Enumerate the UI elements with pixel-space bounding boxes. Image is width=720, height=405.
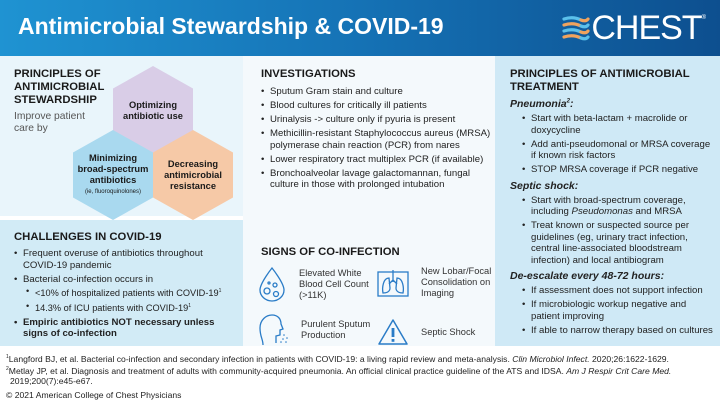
list-item: Start with broad-spectrum coverage, incl… [522, 195, 715, 218]
sign-septic-shock: Septic Shock [377, 318, 481, 346]
item-text: 14.3% of ICU patients with COVID-19 [35, 302, 189, 313]
sign-wbc: Elevated White Blood Cell Count (>11K) [257, 266, 379, 302]
reference-2: 2Metlay JP, et al. Diagnosis and treatme… [6, 364, 716, 386]
list-item: <10% of hospitalized patients with COVID… [26, 286, 236, 300]
list-item: Add anti-pseudomonal or MRSA coverage if… [522, 139, 715, 162]
ref-journal: Clin Microbiol Infect. [512, 353, 590, 364]
ref-tail: 2020;26:1622-1629. [589, 353, 669, 364]
treatment-panel: PRINCIPLES OF ANTIMICROBIAL TREATMENT Pn… [495, 56, 720, 346]
header: Antimicrobial Stewardship & COVID-19 CHE… [0, 0, 720, 56]
hexagon-label: Optimizing antibiotic use [123, 100, 183, 121]
chest-logo: CHEST ® [561, 9, 706, 48]
septic-heading: Septic shock: [510, 179, 579, 192]
list-item: 14.3% of ICU patients with COVID-191 [26, 301, 236, 315]
item-text: Start with broad-spectrum coverage, incl… [531, 194, 686, 218]
blood-drop-icon [259, 266, 285, 302]
footnote-ref: 1 [188, 302, 191, 309]
pneumonia-label: Pneumonia [510, 98, 567, 110]
hexagon-label: Decreasing antimicrobial resistance [164, 158, 222, 191]
list-item: Methicillin-resistant Staphylococcus aur… [261, 128, 491, 151]
signs-heading: SIGNS OF CO-INFECTION [261, 246, 400, 258]
stewardship-panel: PRINCIPLES OF ANTIMICROBIAL STEWARDSHIP … [0, 56, 243, 220]
footnote-ref: 1 [218, 288, 222, 294]
list-item: Frequent overuse of antibiotics througho… [14, 248, 236, 271]
stewardship-subtitle: Improve patient care by [14, 111, 85, 134]
footnote-ref: 2 [566, 98, 570, 105]
ref-number: 2 [6, 366, 9, 373]
lungs-icon [377, 269, 409, 297]
list-item: Urinalysis -> culture only if pyuria is … [261, 114, 491, 126]
item-text: and MRSA [632, 206, 682, 217]
page-title: Antimicrobial Stewardship & COVID-19 [18, 13, 444, 39]
stewardship-heading: PRINCIPLES OF ANTIMICROBIAL STEWARDSHIP [14, 68, 105, 106]
item-text: <10% of hospitalized patients with COVID… [35, 288, 219, 299]
list-item: Sputum Gram stain and culture [261, 86, 491, 98]
footer: 1Langford BJ, et al. Bacterial co-infect… [6, 352, 716, 400]
hexagon-label: Minimizing broad-spectrum antibiotics [77, 152, 149, 185]
sign-label: Elevated White Blood Cell Count (>11K) [299, 267, 369, 300]
deescalate-heading: De-escalate every 48-72 hours: [510, 270, 665, 282]
challenges-panel: CHALLENGES IN COVID-19 Frequent overuse … [0, 220, 243, 346]
list-item: Bronchoalveolar lavage galactomannan, fu… [261, 168, 491, 191]
list-item: Lower respiratory tract multiplex PCR (i… [261, 154, 491, 166]
ref-text: Metlay JP, et al. Diagnosis and treatmen… [8, 366, 567, 377]
copyright: © 2021 American College of Chest Physici… [6, 389, 182, 400]
list-item: If assessment does not support infection [522, 285, 715, 297]
list-item: STOP MRSA coverage if PCR negative [522, 164, 715, 176]
sign-label: Septic Shock [421, 326, 476, 337]
investigations-heading: INVESTIGATIONS [261, 68, 356, 80]
chest-logo-icon [562, 15, 590, 40]
investigations-panel: INVESTIGATIONS Sputum Gram stain and cul… [243, 56, 495, 346]
ref-text: Langford BJ, et al. Bacterial co-infecti… [8, 353, 513, 364]
registered-mark: ® [701, 15, 706, 21]
treatment-heading: PRINCIPLES OF ANTIMICROBIAL TREATMENT [510, 68, 690, 93]
list-item: Blood cultures for critically ill patien… [261, 100, 491, 112]
list-item: If able to narrow therapy based on cultu… [522, 325, 715, 337]
logo-text: CHEST [591, 9, 702, 47]
reference-1: 1Langford BJ, et al. Bacterial co-infect… [6, 352, 716, 364]
sign-label: Purulent Sputum Production [301, 319, 371, 340]
ref-tail: 2019;200(7):e45-e67. [10, 376, 93, 387]
ref-journal: Am J Respir Crit Care Med. [566, 366, 672, 377]
sign-consolidation: New Lobar/Focal Consolidation on Imaging [377, 266, 493, 299]
warning-icon [378, 319, 408, 345]
list-item: Bacterial co-infection occurs in [14, 274, 236, 286]
ref-number: 1 [6, 354, 9, 360]
list-item: Start with beta-lactam + macrolide or do… [522, 113, 715, 136]
list-item: Treat known or suspected source per guid… [522, 220, 715, 266]
sign-sputum: Purulent Sputum Production [257, 313, 371, 347]
cough-icon [259, 314, 288, 346]
pneumonia-heading: Pneumonia2: [510, 98, 574, 110]
list-item: Empiric antibiotics NOT necessary unless… [14, 317, 236, 340]
challenges-heading: CHALLENGES IN COVID-19 [14, 231, 162, 243]
hexagon-note: (ie, fluoroquinolones) [84, 188, 142, 195]
sign-label: New Lobar/Focal Consolidation on Imaging [421, 266, 492, 298]
item-italic: Pseudomonas [571, 206, 633, 217]
list-item: If microbiologic workup negative and pat… [522, 299, 715, 322]
